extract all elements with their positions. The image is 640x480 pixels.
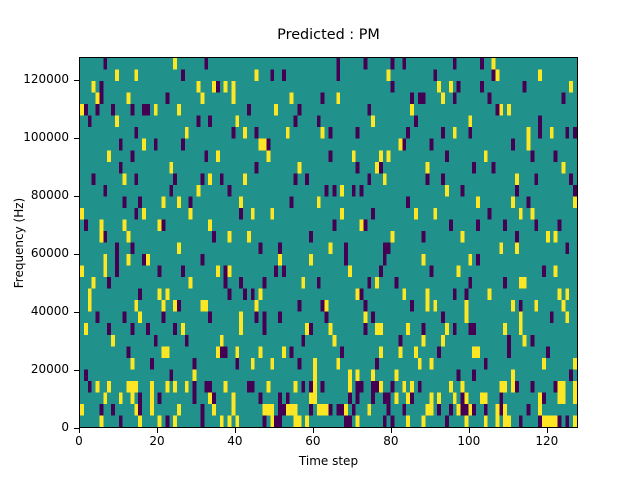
y-tick-label: 100000 xyxy=(23,130,69,145)
y-axis-label: Frequency (Hz) xyxy=(12,197,26,288)
x-tick-label: 40 xyxy=(227,434,243,448)
x-tick-label: 120 xyxy=(535,434,559,448)
x-tick-label: 60 xyxy=(305,434,321,448)
y-tick-label: 120000 xyxy=(23,72,69,87)
y-tick-mark xyxy=(74,196,79,198)
x-tick-mark xyxy=(546,428,548,433)
y-tick-mark xyxy=(74,80,79,82)
x-tick-label: 100 xyxy=(457,434,481,448)
heatmap-grid xyxy=(80,58,577,427)
x-tick-label: 80 xyxy=(383,434,399,448)
y-tick-mark xyxy=(74,370,79,372)
y-tick-mark xyxy=(74,428,79,429)
x-tick-mark xyxy=(468,428,470,433)
chart-title: Predicted : PM xyxy=(277,27,380,43)
y-tick-label: 40000 xyxy=(30,304,69,319)
x-tick-label: 20 xyxy=(149,434,165,448)
y-tick-mark xyxy=(74,312,79,314)
x-tick-mark xyxy=(156,428,158,433)
x-tick-mark xyxy=(312,428,314,433)
x-tick-mark xyxy=(79,428,80,433)
y-tick-label: 60000 xyxy=(30,246,69,261)
y-tick-label: 80000 xyxy=(30,188,69,203)
y-tick-label: 0 xyxy=(61,420,69,434)
y-tick-label: 20000 xyxy=(30,362,69,377)
x-tick-mark xyxy=(390,428,392,433)
x-tick-label: 0 xyxy=(75,434,83,448)
y-tick-mark xyxy=(74,254,79,256)
y-tick-mark xyxy=(74,138,79,140)
heatmap-axes xyxy=(79,57,578,428)
x-tick-mark xyxy=(234,428,236,433)
axes-decorations: Frequency (Hz) Time step 0 20000 40000 6000… xyxy=(12,57,578,468)
x-axis-label: Time step xyxy=(298,454,359,468)
